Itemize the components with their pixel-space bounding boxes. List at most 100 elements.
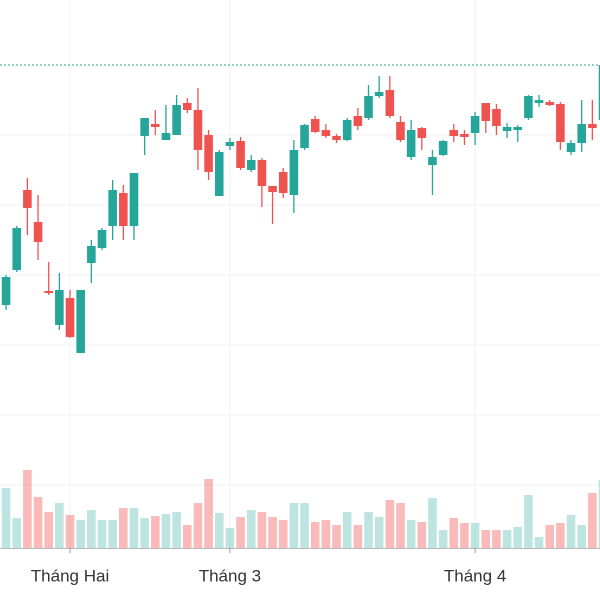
- volume-bar: [119, 508, 128, 548]
- volume-bar: [460, 523, 469, 548]
- volume-bar: [140, 518, 149, 548]
- candle-body: [257, 160, 267, 186]
- candle-body: [193, 110, 203, 150]
- x-tick-label: Tháng 3: [199, 566, 261, 585]
- candle-body: [385, 90, 395, 116]
- candle-body: [449, 130, 459, 136]
- candle-body: [513, 127, 523, 130]
- candle-body: [566, 143, 576, 152]
- candle-body: [87, 246, 96, 263]
- volume-bar: [470, 523, 480, 548]
- candle-body: [12, 228, 22, 270]
- volume-bar: [566, 515, 576, 548]
- candle-body: [353, 116, 363, 126]
- volume-bar: [577, 525, 586, 548]
- candle-body: [577, 124, 586, 143]
- volume-bar: [214, 513, 224, 548]
- volume-bar: [534, 537, 544, 548]
- volume-bar: [332, 525, 341, 548]
- candle-body: [1, 277, 11, 305]
- volume-bar: [438, 530, 448, 548]
- candle-body: [460, 134, 469, 137]
- volume-bar: [44, 512, 53, 548]
- candle-body: [289, 150, 299, 195]
- candle-body: [588, 124, 597, 128]
- candle-body: [214, 152, 224, 196]
- volume-bar: [33, 497, 43, 548]
- volume-bar: [502, 530, 512, 548]
- volume-bar: [598, 480, 600, 548]
- candle-body: [246, 160, 256, 170]
- candle-body: [76, 290, 85, 353]
- candle-body: [524, 96, 533, 118]
- volume-bar: [1, 488, 11, 548]
- candle-body: [204, 135, 213, 172]
- candle-body: [33, 222, 43, 242]
- volume-bar: [342, 512, 352, 548]
- volume-bar: [76, 520, 85, 548]
- candle-body: [438, 141, 448, 155]
- candle-body: [534, 100, 544, 103]
- x-tick-label: Tháng Hai: [31, 566, 109, 585]
- candle-body: [129, 173, 139, 226]
- candle-body: [108, 190, 117, 226]
- candle-body: [470, 116, 480, 133]
- volume-bar: [492, 530, 501, 548]
- volume-bar: [449, 518, 459, 548]
- volume-bar: [12, 518, 22, 548]
- candle-body: [428, 157, 437, 165]
- candle-body: [268, 186, 277, 192]
- candle-body: [406, 130, 416, 157]
- candle-body: [364, 96, 373, 118]
- candle-body: [300, 125, 309, 148]
- volume-bar: [182, 525, 192, 548]
- volume-bar: [129, 508, 139, 548]
- candle-body: [502, 127, 512, 131]
- volume-bar: [417, 522, 427, 548]
- x-tick-label: Tháng 4: [444, 566, 506, 585]
- candle-body: [332, 136, 341, 140]
- candle-body: [342, 120, 352, 140]
- candle-body: [321, 130, 331, 136]
- volume-bar: [55, 503, 64, 548]
- volume-bar: [278, 520, 288, 548]
- candle-body: [310, 119, 320, 132]
- candle-body: [545, 102, 555, 105]
- volume-bar: [556, 523, 565, 548]
- volume-bar: [289, 503, 299, 548]
- volume-bar: [310, 522, 320, 548]
- volume-bar: [268, 517, 277, 548]
- candle-body: [65, 298, 75, 337]
- volume-bar: [151, 516, 160, 548]
- candle-body: [236, 141, 245, 168]
- volume-bar: [97, 520, 107, 548]
- candle-body: [23, 190, 32, 208]
- volume-bar: [481, 530, 491, 548]
- candle-body: [182, 103, 192, 110]
- candle-body: [225, 142, 235, 146]
- candle-body: [140, 118, 149, 136]
- candle-body: [278, 172, 288, 193]
- candle-body: [598, 65, 600, 120]
- volume-bar: [257, 512, 267, 548]
- volume-bar: [513, 527, 523, 548]
- volume-bar: [385, 500, 395, 548]
- volume-bar: [87, 510, 96, 548]
- volume-bar: [524, 495, 533, 548]
- volume-bar: [374, 517, 384, 548]
- volume-bar: [321, 520, 331, 548]
- volume-bar: [236, 517, 245, 548]
- candle-body: [44, 291, 53, 293]
- volume-bar: [246, 510, 256, 548]
- volume-bar: [108, 520, 117, 548]
- volume-bar: [65, 515, 75, 548]
- candle-body: [481, 103, 491, 121]
- volume-bar: [396, 503, 405, 548]
- candle-body: [396, 122, 405, 140]
- volume-bar: [300, 503, 309, 548]
- candle-body: [119, 193, 128, 226]
- volume-bar: [204, 479, 213, 548]
- candle-body: [172, 105, 181, 135]
- volume-bar: [23, 470, 32, 548]
